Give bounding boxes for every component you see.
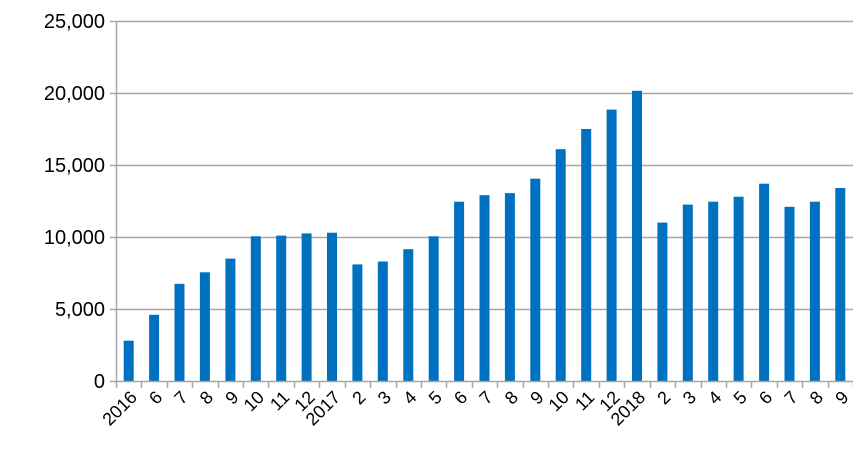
x-tick-label: 4 — [399, 387, 420, 408]
x-tick-label: 3 — [679, 387, 700, 408]
grid-layer — [116, 20, 853, 311]
y-tick-label: 10,000 — [44, 227, 105, 249]
bar — [479, 195, 490, 381]
bar — [759, 183, 770, 381]
x-tick-label: 2 — [653, 387, 674, 408]
x-tick-label: 3 — [374, 387, 395, 408]
x-tick-label: 8 — [806, 387, 827, 408]
bar — [225, 258, 236, 381]
x-tick-label: 8 — [501, 387, 522, 408]
x-tick-label: 6 — [450, 387, 471, 408]
y-tick-label: 25,000 — [44, 11, 105, 33]
bar — [250, 236, 261, 381]
bar — [327, 232, 337, 381]
x-tick-label: 4 — [704, 387, 725, 408]
x-tick-label: 9 — [526, 387, 547, 408]
x-tick-label: 10 — [545, 387, 573, 415]
x-tick-label: 7 — [170, 387, 191, 408]
bar — [809, 201, 820, 381]
x-tick-label: 9 — [221, 387, 242, 408]
axis-layer — [110, 20, 853, 388]
bar — [174, 283, 185, 381]
bar — [276, 235, 287, 381]
bar — [555, 149, 566, 381]
x-tick-label: 5 — [730, 387, 751, 408]
bar — [784, 206, 795, 381]
bar — [123, 340, 134, 381]
bar — [606, 109, 617, 381]
x-tick-label: 11 — [266, 387, 293, 414]
x-tick-label: 2 — [348, 387, 369, 408]
bar — [301, 233, 312, 381]
bar — [149, 314, 160, 381]
y-tick-label: 0 — [94, 371, 105, 393]
x-tick-label: 7 — [475, 387, 496, 408]
bar — [581, 129, 592, 381]
bar — [708, 201, 719, 381]
bar — [377, 261, 388, 381]
x-tick-label: 7 — [780, 387, 801, 408]
bars-layer — [123, 90, 846, 382]
x-tick-label: 11 — [571, 387, 598, 414]
y-tick-label: 15,000 — [44, 155, 105, 177]
bar — [657, 222, 668, 381]
bar — [428, 236, 439, 381]
x-tick-label: 8 — [196, 387, 217, 408]
x-tick-label: 5 — [425, 387, 446, 408]
y-tick-label: 5,000 — [55, 299, 105, 321]
bar — [403, 249, 414, 381]
bar — [504, 193, 515, 381]
x-tick-label: 6 — [145, 387, 166, 408]
bar — [632, 90, 642, 382]
bar — [835, 188, 846, 381]
x-tick-label: 10 — [240, 387, 268, 415]
x-tick-label: 2016 — [98, 387, 140, 429]
y-tick-label: 20,000 — [44, 83, 105, 105]
bar — [454, 201, 465, 381]
bar — [352, 264, 363, 381]
bar — [199, 272, 210, 381]
bar — [682, 204, 693, 381]
x-tick-label: 9 — [831, 387, 852, 408]
bar — [530, 178, 541, 381]
bar — [733, 196, 744, 381]
y-tick-labels: 0 5,000 10,000 15,000 20,000 25,000 — [44, 11, 105, 393]
x-tick-label: 6 — [755, 387, 776, 408]
